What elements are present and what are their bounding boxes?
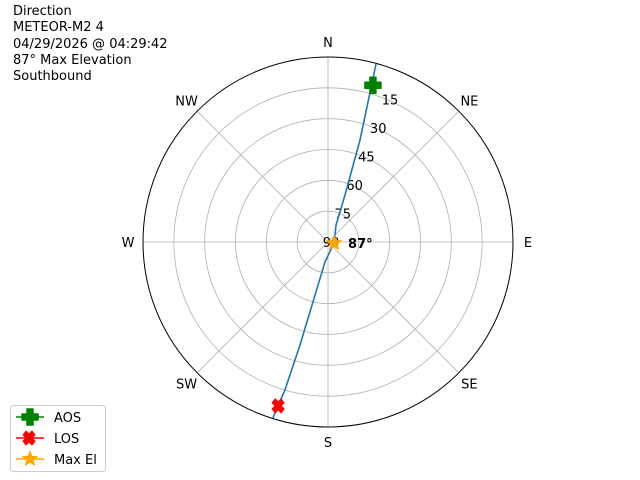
grid-spoke [196, 110, 329, 243]
legend-label: AOS [54, 411, 81, 426]
legend-label: LOS [54, 432, 79, 447]
radial-tick-label: 30 [370, 122, 387, 137]
angle-label: NE [460, 95, 478, 110]
radial-tick-label: 15 [382, 94, 399, 109]
grid-spoke [327, 241, 460, 374]
aos-marker [364, 76, 382, 95]
angle-label: SW [176, 377, 197, 392]
legend-label: Max El [54, 453, 97, 468]
angle-label: S [324, 436, 332, 451]
max-el-annotation: 87° [348, 237, 373, 252]
title-line: METEOR-M2 4 [13, 20, 104, 36]
max-el-marker [325, 234, 343, 251]
angle-label: NW [175, 95, 198, 110]
legend-max-el-icon [21, 450, 39, 467]
angle-label: W [122, 236, 135, 251]
title-line: Direction [13, 4, 72, 19]
legend-aos-icon [21, 408, 39, 426]
grid-spoke [327, 110, 460, 243]
title-line: 04/29/2026 @ 04:29:42 [13, 36, 168, 52]
title-line: Southbound [13, 69, 92, 85]
los-marker [271, 398, 285, 414]
angle-label: N [323, 36, 333, 51]
legend-box [10, 405, 106, 472]
radial-tick-label: 60 [346, 179, 363, 194]
chart-title: Direction METEOR-M2 4 04/29/2026 @ 04:29… [13, 4, 168, 85]
pass-track [272, 63, 377, 419]
angle-label: SE [461, 377, 477, 392]
legend: AOS LOS Max El [10, 405, 106, 472]
outer-frame [142, 56, 514, 428]
angle-label: E [524, 236, 532, 251]
radial-tick-label: 45 [358, 151, 375, 166]
grid-spoke [196, 241, 329, 374]
title-line: 87° Max Elevation [13, 52, 132, 68]
legend-los-icon [22, 430, 36, 446]
